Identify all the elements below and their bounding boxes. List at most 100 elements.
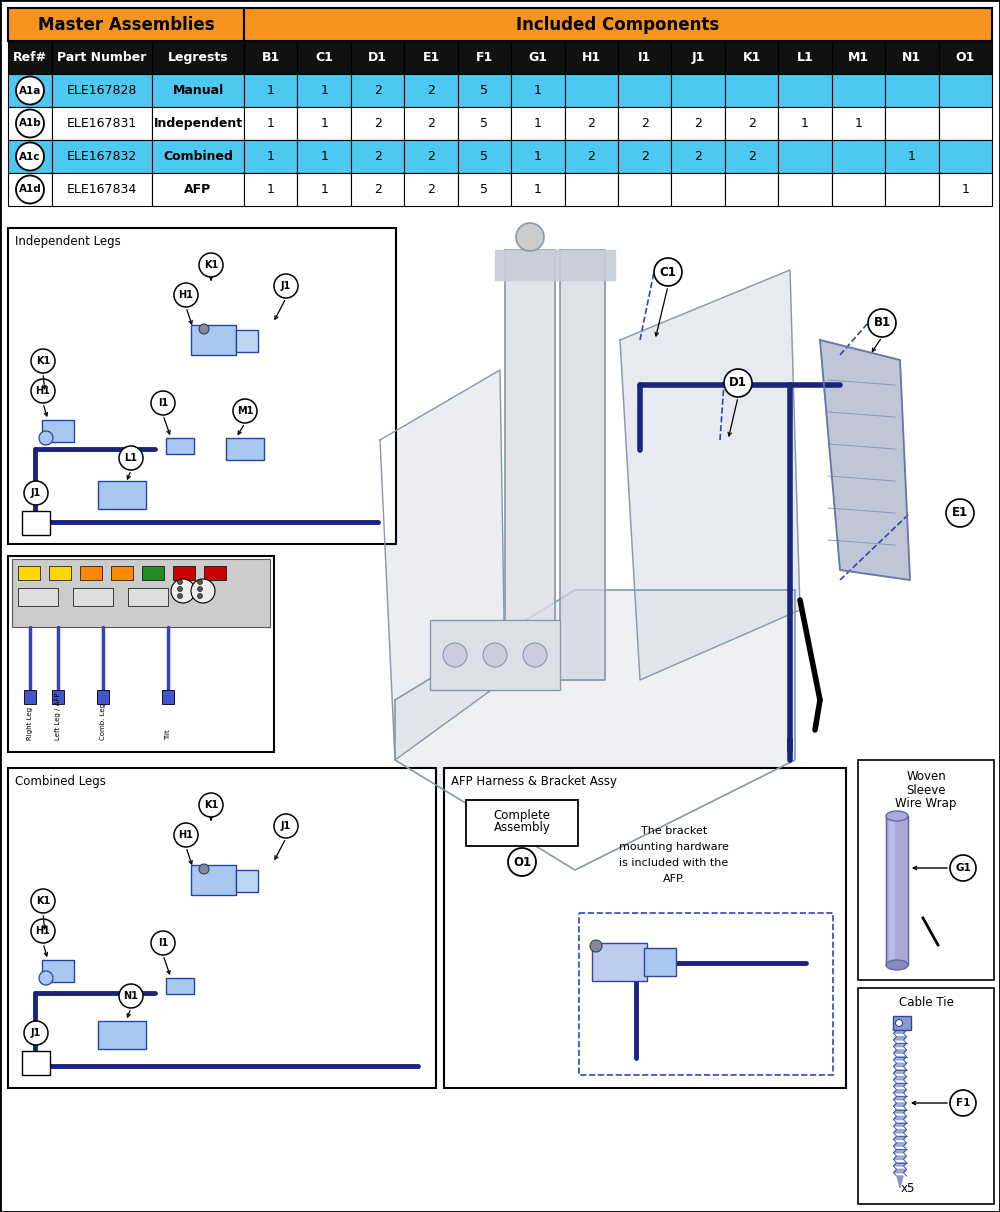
Text: Wire Wrap: Wire Wrap [895,797,957,811]
Text: Assembly: Assembly [494,822,550,835]
Circle shape [199,253,223,278]
Bar [579,913,833,1075]
Polygon shape [894,1036,906,1040]
Text: F1: F1 [956,1098,970,1108]
Circle shape [119,984,143,1008]
Text: 1: 1 [267,150,275,162]
Bar [725,173,778,206]
Text: 2: 2 [641,118,649,130]
Text: 1: 1 [320,183,328,196]
Bar [8,228,396,544]
Bar [618,74,671,107]
Bar [297,74,351,107]
Bar [297,141,351,173]
Text: The bracket: The bracket [641,827,707,836]
Text: 2: 2 [427,84,435,97]
Text: Master Assemblies: Master Assemblies [38,16,214,34]
Circle shape [191,579,215,604]
Bar [8,173,52,206]
Text: 2: 2 [374,150,382,162]
Text: G1: G1 [528,51,547,64]
Text: E1: E1 [422,51,440,64]
Bar [297,41,351,74]
Text: 1: 1 [534,118,542,130]
Polygon shape [894,1084,906,1086]
Bar [511,141,565,173]
Text: K1: K1 [204,800,218,810]
Polygon shape [894,1122,906,1126]
Text: I1: I1 [158,938,168,948]
Circle shape [16,143,44,171]
Text: 2: 2 [587,150,595,162]
Bar [565,74,618,107]
Text: H1: H1 [582,51,601,64]
Text: 2: 2 [641,150,649,162]
Polygon shape [894,1057,906,1059]
Text: Ref#: Ref# [13,51,47,64]
Text: AFP: AFP [184,183,212,196]
Text: AFP.: AFP. [663,874,685,884]
Bar [351,173,404,206]
Bar [618,41,671,74]
Text: 1: 1 [320,118,328,130]
Ellipse shape [886,960,908,970]
Bar [858,760,994,981]
Bar [939,141,992,173]
Polygon shape [894,1103,906,1107]
Bar [939,107,992,141]
Bar [22,511,50,534]
Text: 1: 1 [961,183,969,196]
Bar [152,41,244,74]
Bar [832,141,885,173]
Bar [458,141,511,173]
Circle shape [199,793,223,817]
Bar [244,74,297,107]
Bar [885,141,939,173]
Bar [618,173,671,206]
Text: I1: I1 [158,398,168,408]
Bar [166,978,194,994]
Text: 5: 5 [480,183,488,196]
Bar [142,566,164,581]
Circle shape [199,864,209,874]
Text: 2: 2 [374,84,382,97]
Bar [52,173,152,206]
Text: A1a: A1a [19,86,41,96]
Bar [885,41,939,74]
Text: 1: 1 [534,150,542,162]
Text: A1c: A1c [19,152,41,161]
Bar [173,566,195,581]
Bar [24,690,36,704]
Polygon shape [395,590,795,870]
Text: ELE167828: ELE167828 [67,84,137,97]
Bar [458,74,511,107]
Text: H1: H1 [179,290,193,301]
Polygon shape [894,1063,906,1067]
Polygon shape [894,1130,906,1133]
Text: 1: 1 [320,150,328,162]
Text: 2: 2 [748,150,756,162]
Text: 2: 2 [694,118,702,130]
Bar [97,690,109,704]
Text: Manual: Manual [172,84,224,97]
Text: 5: 5 [480,118,488,130]
Bar [297,107,351,141]
Bar [404,74,458,107]
Bar [832,74,885,107]
Circle shape [16,76,44,104]
Bar [226,438,264,461]
Text: x5: x5 [901,1183,915,1195]
Polygon shape [894,1030,906,1034]
Text: 2: 2 [374,183,382,196]
Bar [244,141,297,173]
Circle shape [896,1019,902,1027]
Polygon shape [894,1090,906,1093]
Circle shape [31,379,55,404]
Bar [404,141,458,173]
Text: H1: H1 [179,830,193,840]
Text: 2: 2 [427,183,435,196]
Text: D1: D1 [729,377,747,389]
Text: ELE167832: ELE167832 [67,150,137,162]
Bar [725,141,778,173]
Polygon shape [620,270,800,680]
